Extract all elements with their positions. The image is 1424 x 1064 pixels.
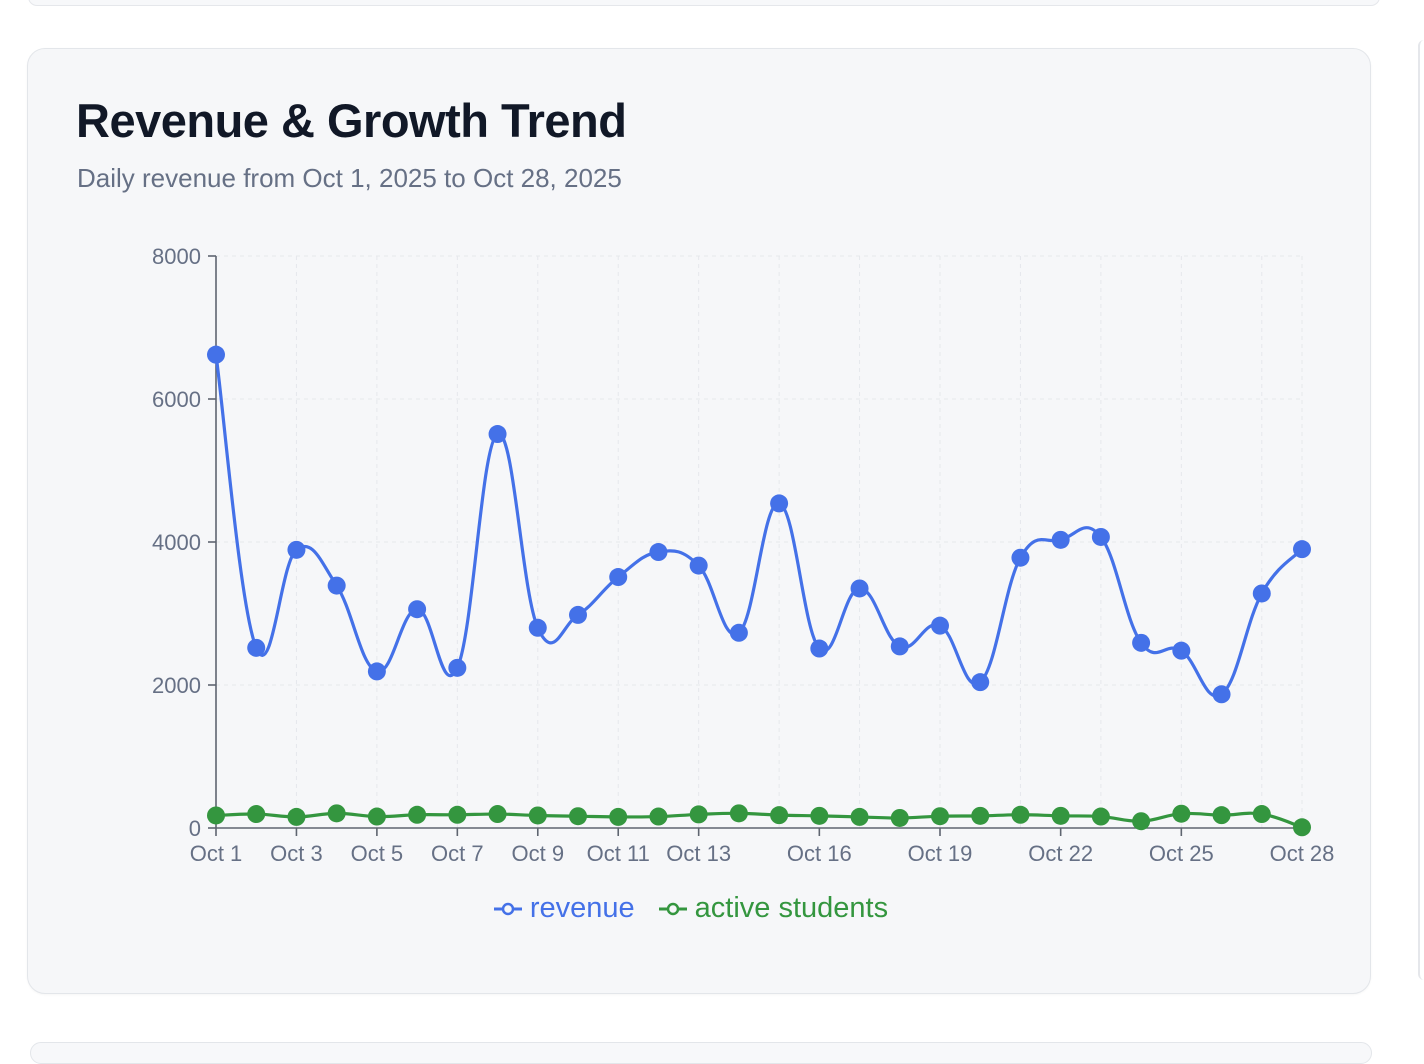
- chart-series: [207, 345, 1311, 837]
- x-tick-label: Oct 3: [270, 841, 323, 866]
- active-students-line: [215, 811, 1303, 829]
- active-students-point: [850, 807, 869, 826]
- active-students-point: [890, 808, 909, 827]
- active-students-point: [810, 806, 829, 825]
- active-students-point: [247, 805, 266, 824]
- active-students-point: [488, 805, 507, 824]
- y-tick-label: 0: [189, 816, 201, 841]
- revenue-point: [1132, 633, 1151, 652]
- revenue-point: [770, 494, 789, 513]
- active-students-point: [689, 805, 708, 824]
- legend-line-marker-icon: [493, 902, 522, 915]
- active-students-point: [528, 806, 547, 825]
- y-tick-label: 8000: [152, 244, 201, 269]
- x-tick-label: Oct 5: [351, 841, 404, 866]
- legend-line-marker-icon: [658, 902, 687, 915]
- revenue-point: [689, 556, 708, 575]
- active-students-point: [448, 805, 467, 824]
- revenue-point: [287, 540, 306, 559]
- legend-item-revenue[interactable]: revenue: [492, 892, 635, 925]
- revenue-point: [448, 658, 467, 677]
- x-tick-label: Oct 16: [787, 841, 852, 866]
- next-card-edge: [30, 1042, 1372, 1064]
- adjacent-card-edge: [1418, 40, 1424, 980]
- x-tick-label: Oct 25: [1149, 841, 1214, 866]
- active-students-point: [569, 807, 587, 826]
- chart-legend: revenue active students: [0, 892, 1380, 925]
- legend-item-active-students[interactable]: active students: [657, 892, 888, 925]
- revenue-point: [1172, 641, 1191, 660]
- chart-axes: 0 2000 4000 6000 8000 Oct 1 Oct 3 Oct 5 Oct 7 Oct…: [152, 244, 1334, 866]
- chart-subtitle: Daily revenue from Oct 1, 2025 to Oct 28…: [77, 163, 622, 193]
- active-students-point: [327, 804, 346, 823]
- active-students-point: [1051, 806, 1070, 825]
- revenue-point: [247, 638, 266, 657]
- revenue-point: [488, 425, 507, 444]
- active-students-point: [649, 807, 668, 826]
- active-students-point: [609, 807, 628, 826]
- chart-title: Revenue & Growth Trend: [76, 94, 627, 147]
- revenue-point: [1252, 584, 1271, 603]
- active-students-point: [367, 807, 386, 826]
- y-tick-label: 6000: [152, 387, 201, 412]
- x-tick-label: Oct 13: [666, 841, 731, 866]
- active-students-point: [1172, 804, 1191, 823]
- revenue-point: [931, 616, 949, 635]
- revenue-point: [729, 623, 748, 642]
- revenue-point: [1091, 527, 1110, 546]
- chart-grid: [215, 255, 1303, 828]
- x-tick-label: Oct 7: [431, 841, 484, 866]
- x-tick-label: Oct 1: [190, 841, 243, 866]
- active-students-point: [971, 806, 990, 825]
- revenue-point: [649, 543, 668, 562]
- x-tick-label: Oct 19: [908, 841, 973, 866]
- x-tick-label: Oct 9: [511, 841, 564, 866]
- active-students-point: [287, 807, 306, 826]
- revenue-point: [609, 568, 628, 587]
- active-students-point: [1011, 805, 1030, 824]
- x-tick-label: Oct 11: [587, 841, 650, 866]
- x-tick-label: Oct 28: [1270, 841, 1335, 866]
- revenue-point: [367, 662, 386, 681]
- revenue-point: [207, 345, 225, 364]
- active-students-point: [207, 806, 225, 825]
- revenue-point: [528, 618, 547, 637]
- revenue-point: [408, 600, 427, 619]
- revenue-point: [850, 579, 869, 598]
- revenue-point: [1212, 685, 1231, 704]
- active-students-point: [1293, 818, 1311, 837]
- legend-label: active students: [694, 892, 889, 924]
- y-tick-label: 4000: [152, 530, 201, 555]
- y-tick-label: 2000: [152, 673, 201, 698]
- active-students-point: [770, 806, 789, 825]
- active-students-point: [408, 805, 427, 824]
- revenue-point: [569, 605, 587, 624]
- revenue-point: [971, 673, 990, 692]
- revenue-point: [1051, 530, 1070, 549]
- active-students-point: [729, 804, 748, 823]
- active-students-point: [1132, 812, 1151, 831]
- legend-label: revenue: [529, 892, 635, 924]
- x-tick-label: Oct 22: [1028, 841, 1093, 866]
- active-students-point: [1212, 806, 1231, 825]
- active-students-point: [1252, 805, 1271, 824]
- revenue-point: [890, 637, 909, 656]
- revenue-point: [810, 639, 829, 658]
- revenue-point: [1011, 548, 1030, 567]
- revenue-point: [327, 576, 346, 595]
- active-students-point: [931, 807, 949, 826]
- active-students-point: [1091, 807, 1110, 826]
- revenue-point: [1293, 540, 1311, 559]
